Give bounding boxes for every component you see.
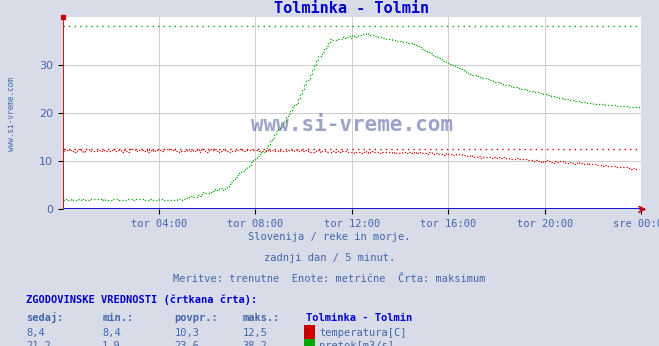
Title: Tolminka - Tolmin: Tolminka - Tolmin xyxy=(274,1,430,16)
Text: Meritve: trenutne  Enote: metrične  Črta: maksimum: Meritve: trenutne Enote: metrične Črta: … xyxy=(173,274,486,284)
Text: 12,5: 12,5 xyxy=(243,328,268,338)
Text: 8,4: 8,4 xyxy=(102,328,121,338)
Text: 1,9: 1,9 xyxy=(102,342,121,346)
Text: Tolminka - Tolmin: Tolminka - Tolmin xyxy=(306,313,413,323)
Text: temperatura[C]: temperatura[C] xyxy=(319,328,407,338)
Text: sedaj:: sedaj: xyxy=(26,312,64,323)
Text: 38,2: 38,2 xyxy=(243,342,268,346)
Text: 23,6: 23,6 xyxy=(175,342,200,346)
Text: Slovenija / reke in morje.: Slovenija / reke in morje. xyxy=(248,233,411,243)
Text: www.si-vreme.com: www.si-vreme.com xyxy=(7,77,16,151)
Text: 10,3: 10,3 xyxy=(175,328,200,338)
Text: 21,2: 21,2 xyxy=(26,342,51,346)
Text: min.:: min.: xyxy=(102,313,133,323)
Text: pretok[m3/s]: pretok[m3/s] xyxy=(319,342,394,346)
Text: zadnji dan / 5 minut.: zadnji dan / 5 minut. xyxy=(264,253,395,263)
Text: www.si-vreme.com: www.si-vreme.com xyxy=(251,115,453,135)
Text: povpr.:: povpr.: xyxy=(175,313,218,323)
Text: maks.:: maks.: xyxy=(243,313,280,323)
Text: ZGODOVINSKE VREDNOSTI (črtkana črta):: ZGODOVINSKE VREDNOSTI (črtkana črta): xyxy=(26,294,258,305)
Text: 8,4: 8,4 xyxy=(26,328,45,338)
